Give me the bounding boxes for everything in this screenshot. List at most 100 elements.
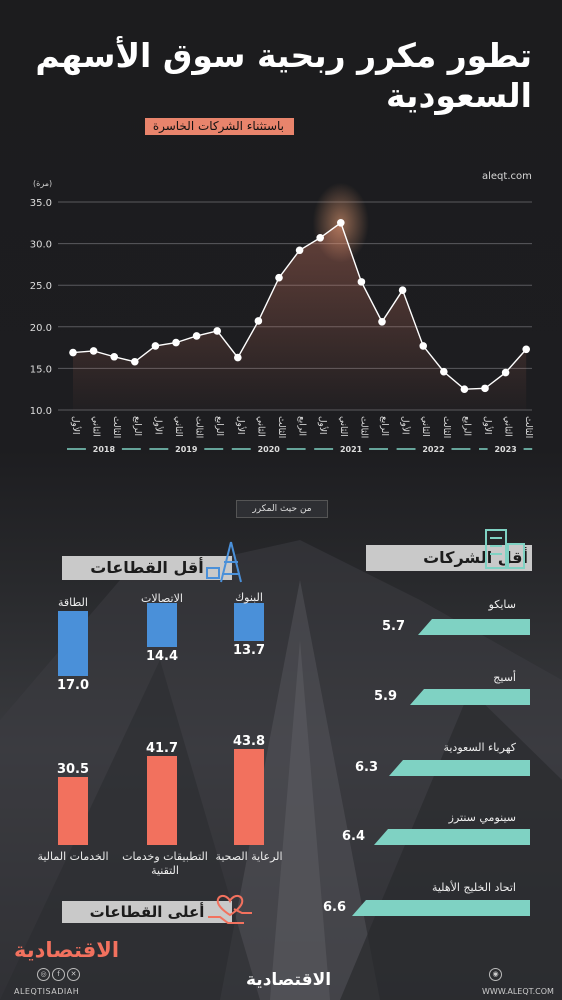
- low-sector-label-energy: الطاقة: [58, 596, 88, 609]
- x-quarter-label: الثالث: [111, 416, 121, 438]
- data-point: [213, 327, 221, 335]
- x-quarter-label: الأول: [235, 416, 247, 435]
- data-point: [481, 384, 489, 393]
- x-icon[interactable]: ✕: [67, 968, 80, 981]
- x-quarter-label: الأول: [317, 416, 329, 435]
- company-value-gulf-union: 6.6: [322, 900, 346, 915]
- low-sector-bar-banks: [234, 603, 264, 641]
- company-bar-sec: [389, 760, 530, 776]
- year-label: 2019: [175, 445, 198, 454]
- data-point: [398, 286, 407, 294]
- x-quarter-label: الأول: [482, 416, 494, 435]
- website-url[interactable]: WWW.ALEQT.COM: [482, 987, 554, 996]
- data-point: [357, 278, 366, 286]
- low-sector-bar-energy: [58, 611, 88, 676]
- data-point: [172, 338, 180, 347]
- x-quarter-label: الثالث: [358, 416, 368, 438]
- data-point: [378, 318, 386, 326]
- data-point: [501, 368, 510, 377]
- x-quarter-label: الثالث: [194, 416, 204, 438]
- low-sector-value-banks: 13.7: [232, 643, 266, 658]
- low-sectors-header: أقل القطاعات: [62, 556, 232, 580]
- company-bar-cenomi: [374, 829, 530, 845]
- company-label-sec: كهرباء السعودية: [443, 741, 516, 754]
- low-sector-label-banks: البنوك: [235, 591, 263, 604]
- data-point: [460, 385, 469, 393]
- year-label: 2023: [494, 445, 516, 454]
- high-sector-label-financial: الخدمات المالية: [37, 850, 109, 863]
- x-quarter-label: الثاني: [255, 416, 265, 437]
- y-tick-label: 30.0: [30, 240, 52, 251]
- data-point: [110, 352, 118, 361]
- high-sector-value-health: 43.8: [232, 734, 266, 749]
- data-point: [254, 317, 263, 325]
- brand-logo: الاقتصادية: [14, 938, 120, 962]
- high-sector-bar-health: [234, 749, 264, 845]
- pe-line-chart: 35.0 30.0 25.0 20.0 15.0 10.0 الأول الثاني الثال…: [30, 182, 533, 454]
- low-sector-value-energy: 17.0: [56, 678, 90, 693]
- x-quarter-label: الأول: [400, 416, 412, 435]
- y-tick-label: 10.0: [30, 406, 52, 417]
- x-quarter-label: الثاني: [503, 416, 513, 437]
- title-line-2: السعودية: [386, 76, 532, 115]
- low-companies-header: أقل الشركات: [366, 545, 532, 571]
- subtitle: باستثناء الشركات الخاسرة: [144, 118, 294, 135]
- buildings-icon: [485, 529, 525, 569]
- high-sector-bar-tech: [147, 756, 177, 845]
- facebook-icon[interactable]: f: [52, 968, 65, 981]
- data-point: [295, 246, 304, 255]
- high-sector-value-tech: 41.7: [145, 741, 179, 756]
- data-point: [131, 357, 139, 366]
- company-bar-acig: [410, 689, 530, 705]
- high-sector-bar-financial: [58, 777, 88, 845]
- high-sectors-header: أعلى القطاعات: [62, 901, 232, 923]
- y-tick-label: 35.0: [30, 198, 52, 209]
- company-value-cenomi: 6.4: [341, 829, 365, 844]
- mid-tag: من حيث المكرر: [236, 500, 328, 518]
- company-label-cenomi: سينومي سنترز: [448, 811, 516, 824]
- data-point: [522, 345, 530, 354]
- high-sector-label-health: الرعاية الصحية: [215, 850, 283, 863]
- brand-center-logo: الاقتصادية: [246, 970, 332, 990]
- x-quarter-label: الرابع: [297, 416, 307, 436]
- unit-label: (مرة): [33, 179, 53, 188]
- globe-icon: ◉: [489, 968, 502, 981]
- year-label: 2022: [422, 445, 444, 454]
- x-quarter-label: الرابع: [214, 416, 224, 436]
- company-value-sec: 6.3: [354, 760, 378, 775]
- high-sector-value-financial: 30.5: [56, 762, 90, 777]
- x-quarter-label: الأول: [70, 416, 82, 435]
- company-label-saico: سايكو: [488, 598, 516, 611]
- page-title: تطور مكرر ربحية سوق الأسهم السعودية: [35, 36, 532, 116]
- company-bar-saico: [418, 619, 530, 635]
- title-line-1: تطور مكرر ربحية سوق الأسهم: [35, 36, 532, 75]
- data-point: [440, 367, 448, 376]
- x-quarter-label: الثاني: [173, 416, 183, 437]
- x-quarter-label: الثالث: [441, 416, 451, 438]
- company-label-gulf-union: اتحاد الخليج الأهلية: [431, 881, 516, 894]
- year-label: 2018: [93, 445, 116, 454]
- x-quarter-label: الثالث: [276, 416, 286, 438]
- social-handle: ALEQTISADIAH: [14, 987, 80, 996]
- low-sector-label-telecom: الاتصالات: [141, 592, 183, 605]
- site-tag: aleqt.com: [482, 171, 532, 182]
- company-bar-gulf-union: [352, 900, 530, 916]
- data-point: [234, 353, 242, 362]
- data-point: [419, 342, 428, 350]
- hand-heart-icon: [208, 895, 252, 924]
- x-quarter-label: الرابع: [461, 416, 471, 436]
- x-quarter-label: الرابع: [379, 416, 389, 436]
- low-sector-bar-telecom: [147, 603, 177, 647]
- data-point: [69, 348, 77, 357]
- data-point: [151, 342, 160, 350]
- data-point: [192, 332, 201, 340]
- x-quarter-label: الثاني: [338, 416, 348, 437]
- y-tick-label: 20.0: [30, 323, 52, 334]
- x-quarter-label: الرابع: [132, 416, 142, 436]
- y-tick-label: 25.0: [30, 281, 52, 292]
- company-value-saico: 5.7: [381, 619, 405, 634]
- data-point: [89, 347, 98, 355]
- data-point: [337, 219, 345, 227]
- instagram-icon[interactable]: ◎: [37, 968, 50, 981]
- year-label: 2021: [340, 445, 363, 454]
